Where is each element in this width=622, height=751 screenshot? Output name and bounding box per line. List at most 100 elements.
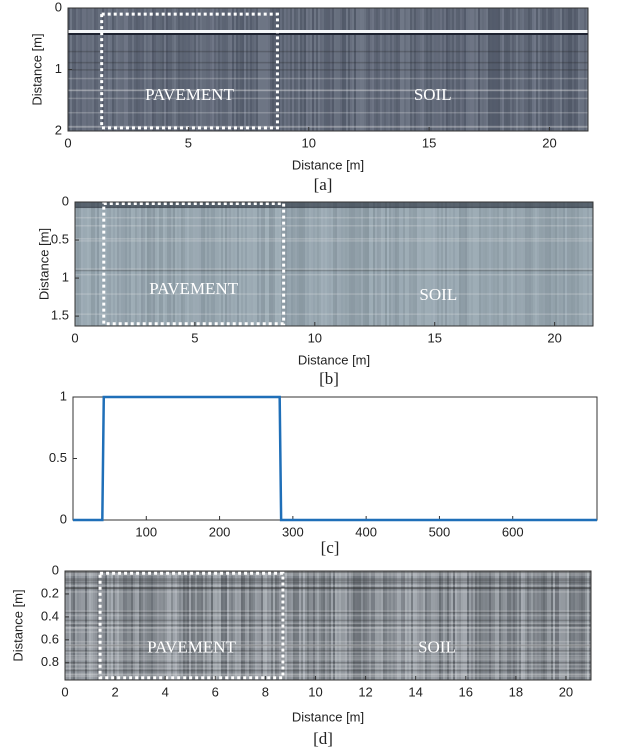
texture [371, 202, 373, 326]
texture [97, 571, 99, 680]
texture [245, 571, 247, 680]
texture [109, 571, 111, 680]
texture [431, 571, 433, 680]
texture [281, 202, 283, 326]
texture [463, 571, 465, 680]
texture [474, 8, 476, 131]
texture [509, 202, 511, 326]
texture [211, 202, 213, 326]
texture [512, 8, 514, 131]
texture [429, 571, 431, 680]
texture [248, 8, 250, 131]
y-tick-label: 1 [62, 270, 69, 285]
texture [79, 202, 81, 326]
texture [587, 202, 589, 326]
texture [68, 77, 588, 80]
texture [167, 571, 169, 680]
texture [471, 571, 473, 680]
x-tick-label: 2 [111, 684, 118, 699]
x-tick-label: 0 [71, 330, 78, 345]
texture [252, 8, 254, 131]
texture [142, 8, 144, 131]
texture [241, 202, 243, 326]
texture [355, 571, 357, 680]
texture [273, 202, 275, 326]
texture [140, 8, 142, 131]
texture [411, 571, 413, 680]
texture [123, 571, 125, 680]
texture [323, 571, 325, 680]
texture [275, 571, 277, 680]
texture [545, 202, 547, 326]
texture [104, 8, 106, 131]
texture [491, 571, 493, 680]
texture [453, 202, 455, 326]
texture [392, 8, 394, 131]
texture [390, 8, 392, 131]
texture [213, 571, 215, 680]
texture [161, 571, 163, 680]
pavement-region [98, 571, 285, 680]
texture [254, 8, 256, 131]
texture [304, 8, 306, 131]
texture [317, 202, 319, 326]
texture [329, 202, 331, 326]
texture [384, 8, 386, 131]
texture [75, 202, 593, 208]
y-tick-label: 0.5 [51, 231, 69, 246]
texture [521, 571, 523, 680]
texture [519, 202, 521, 326]
texture [143, 571, 145, 680]
annotation: SOIL [414, 85, 452, 104]
texture [65, 587, 591, 589]
texture [565, 571, 567, 680]
texture [65, 667, 591, 670]
texture [452, 8, 454, 131]
y-tick-label: 1.5 [51, 308, 69, 323]
texture [68, 125, 588, 128]
texture [499, 571, 501, 680]
texture [231, 202, 233, 326]
texture [581, 571, 583, 680]
texture [247, 202, 249, 326]
texture [92, 8, 94, 131]
texture [113, 571, 115, 680]
texture [290, 8, 292, 131]
texture [68, 69, 588, 71]
texture [261, 571, 263, 680]
texture [357, 202, 359, 326]
texture [105, 202, 107, 326]
plot-frame [72, 396, 598, 521]
texture [538, 8, 540, 131]
texture [492, 8, 494, 131]
texture [65, 619, 591, 622]
texture [163, 571, 165, 680]
texture [531, 571, 533, 680]
texture [73, 571, 75, 680]
x-tick-label: 20 [542, 135, 556, 150]
texture [575, 571, 577, 680]
texture [240, 8, 242, 131]
texture [75, 240, 593, 242]
texture [84, 8, 86, 131]
texture [162, 8, 164, 131]
texture [68, 33, 588, 35]
texture [75, 313, 593, 315]
texture [108, 8, 110, 131]
texture [93, 571, 95, 680]
texture [85, 202, 87, 326]
texture [439, 202, 441, 326]
texture [265, 571, 267, 680]
texture [347, 202, 349, 326]
texture [149, 202, 151, 326]
texture [400, 8, 402, 131]
texture [577, 202, 579, 326]
texture [418, 8, 420, 131]
y-tick-label: 0 [55, 0, 62, 14]
texture [417, 202, 419, 326]
texture [223, 202, 225, 326]
texture [503, 202, 505, 326]
texture [113, 202, 115, 326]
y-tick-label: 1 [55, 61, 62, 76]
texture [443, 202, 445, 326]
